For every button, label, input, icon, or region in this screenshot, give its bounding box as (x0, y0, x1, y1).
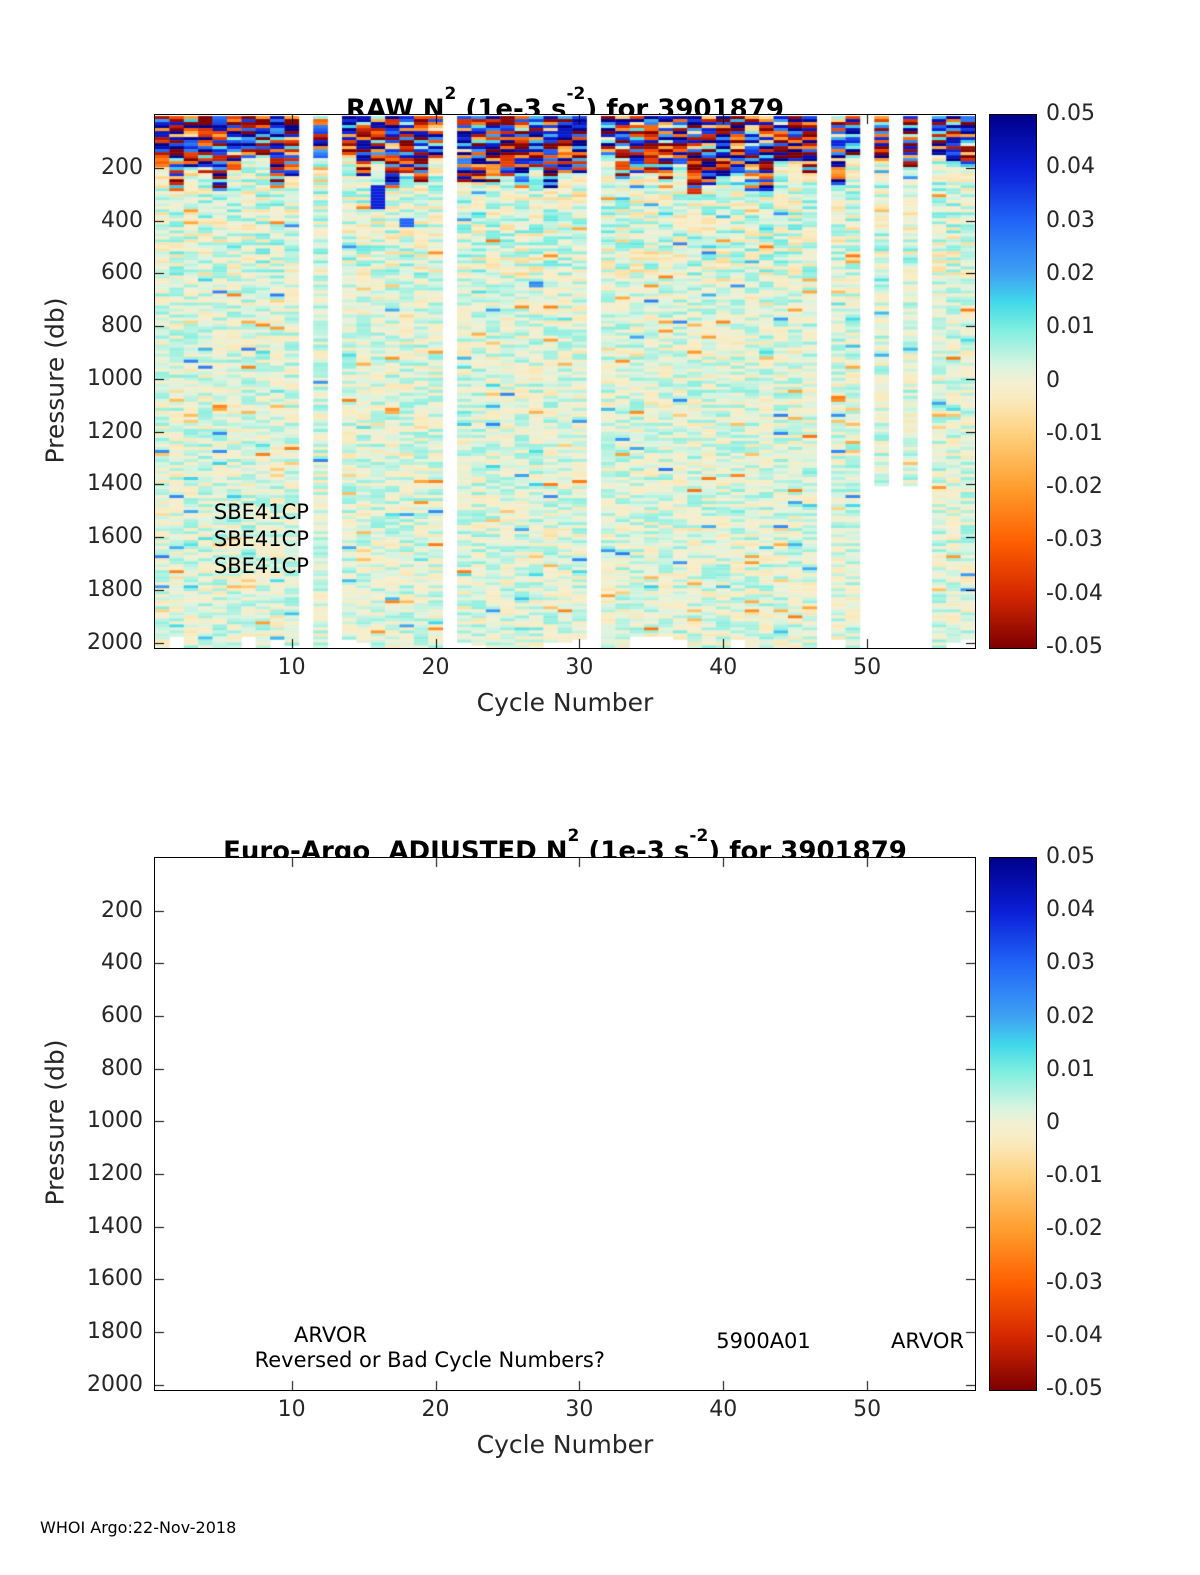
x-tick-label: 20 (421, 1397, 450, 1422)
colorbar-tick-label: -0.01 (1046, 420, 1103, 446)
y-tick-label: 2000 (87, 1371, 143, 1397)
colorbar-tick-label: -0.04 (1046, 1322, 1103, 1348)
raw-heatmap-canvas (154, 114, 976, 649)
y-tick-label: 2000 (87, 629, 143, 655)
raw-xaxis-label: Cycle Number (476, 688, 654, 717)
adjusted-yaxis-label: Pressure (db) (40, 1039, 70, 1206)
raw-title-sup-neg2: -2 (566, 83, 586, 104)
x-tick-label: 20 (421, 655, 450, 680)
colorbar-tick-label: -0.03 (1046, 527, 1103, 553)
colorbar-tick-label: 0.03 (1046, 950, 1095, 976)
colorbar-tick-label: -0.02 (1046, 474, 1103, 500)
x-tick-label: 10 (277, 1397, 306, 1422)
colorbar-tick-label: 0 (1046, 1110, 1060, 1135)
raw-colorbar-canvas (989, 114, 1037, 649)
x-tick-label: 50 (853, 1397, 882, 1422)
colorbar-tick-label: 0.04 (1046, 154, 1095, 180)
y-tick-label: 1800 (87, 1319, 143, 1345)
colorbar-tick-label: 0.05 (1046, 844, 1095, 869)
adjusted-title-sup-2: 2 (567, 825, 580, 846)
colorbar-tick-label: -0.05 (1046, 634, 1103, 659)
x-tick-label: 50 (853, 655, 882, 680)
colorbar-tick-label: 0.05 (1046, 101, 1095, 126)
footer-credit: WHOI Argo:22-Nov-2018 (40, 1518, 237, 1537)
x-tick-label: 30 (565, 655, 594, 680)
x-tick-label: 40 (709, 655, 738, 680)
y-tick-label: 200 (101, 154, 143, 180)
adjusted-heatmap-canvas (154, 857, 976, 1391)
colorbar-tick-label: -0.05 (1046, 1376, 1103, 1401)
colorbar-tick-label: -0.02 (1046, 1216, 1103, 1242)
colorbar-tick-label: 0.02 (1046, 1003, 1095, 1029)
x-tick-label: 30 (565, 1397, 594, 1422)
colorbar-tick-label: 0.02 (1046, 260, 1095, 286)
x-tick-label: 10 (277, 655, 306, 680)
colorbar-tick-label: -0.03 (1046, 1269, 1103, 1295)
colorbar-tick-label: 0 (1046, 367, 1060, 393)
colorbar-tick-label: 0.04 (1046, 897, 1095, 923)
y-tick-label: 200 (101, 897, 143, 923)
y-tick-label: 1800 (87, 576, 143, 602)
colorbar-tick-label: -0.04 (1046, 580, 1103, 606)
colorbar-tick-label: 0.01 (1046, 1056, 1095, 1082)
colorbar-tick-label: 0.03 (1046, 207, 1095, 233)
raw-title-sup-2: 2 (444, 83, 457, 104)
adjusted-title-sup-neg2: -2 (689, 825, 709, 846)
raw-yaxis-label: Pressure (db) (40, 297, 70, 463)
colorbar-tick-label: -0.01 (1046, 1163, 1103, 1189)
adjusted-xaxis-label: Cycle Number (476, 1430, 654, 1459)
adjusted-colorbar-canvas (989, 857, 1037, 1391)
x-tick-label: 40 (709, 1397, 738, 1422)
colorbar-tick-label: 0.01 (1046, 314, 1095, 340)
